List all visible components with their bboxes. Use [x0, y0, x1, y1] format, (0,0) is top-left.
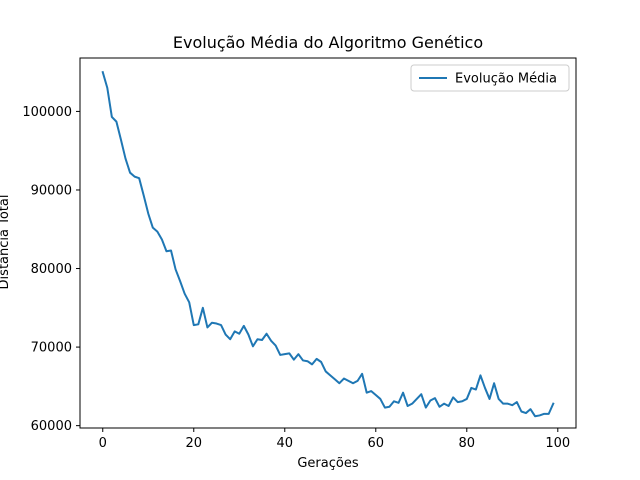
- y-tick-label: 100000: [22, 105, 72, 120]
- axes-frame: [79, 57, 577, 429]
- chart-title: Evolução Média do Algoritmo Genético: [173, 33, 483, 52]
- series-group: [101, 70, 555, 418]
- legend: Evolução Média: [410, 64, 570, 92]
- y-tick-label: 70000: [31, 341, 72, 356]
- x-axis-label: Gerações: [297, 456, 358, 471]
- plot-area: [79, 57, 577, 429]
- x-tick-label: 60: [368, 436, 385, 451]
- series-line: [101, 70, 555, 418]
- y-axis-label: Distância Total: [0, 195, 12, 290]
- x-tick-label: 40: [276, 436, 293, 451]
- y-tick-label: 80000: [31, 262, 72, 277]
- x-tick-label: 80: [459, 436, 476, 451]
- x-tick-label: 0: [99, 436, 107, 451]
- x-tick-label: 20: [185, 436, 202, 451]
- y-tick-label: 90000: [31, 183, 72, 198]
- legend-label: Evolução Média: [455, 72, 557, 87]
- x-axis-ticks: 0 20 40 60 80 100: [99, 428, 570, 451]
- y-tick-label: 60000: [31, 419, 72, 434]
- x-tick-label: 100: [545, 436, 570, 451]
- legend-box: [410, 64, 570, 92]
- y-axis-ticks: 60000 70000 80000 90000 100000: [22, 105, 80, 434]
